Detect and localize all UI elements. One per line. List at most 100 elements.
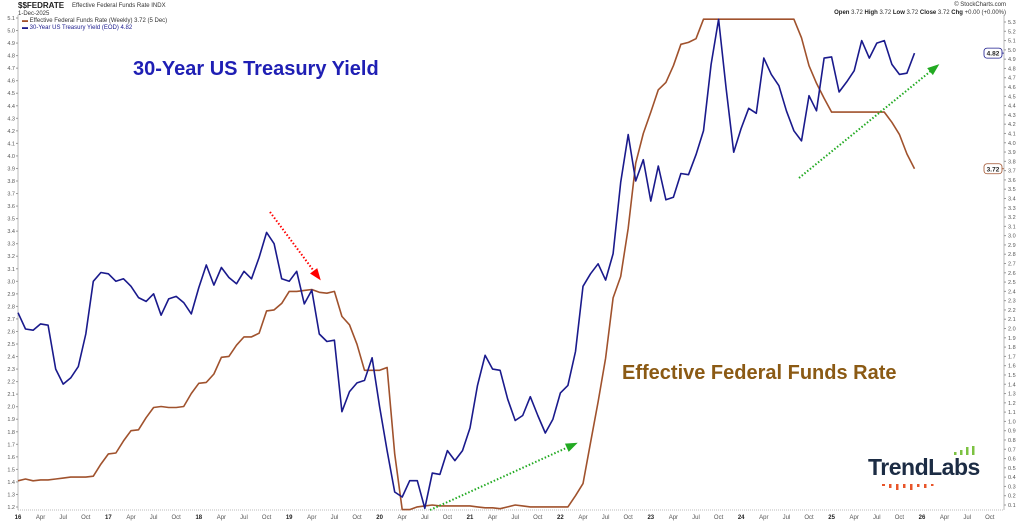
right-tick-label: 1.6	[1008, 364, 1016, 370]
right-tick-label: 0.7	[1008, 447, 1016, 453]
left-tick-label: 4.3	[7, 116, 15, 122]
right-tick-label: 2.3	[1008, 299, 1016, 305]
treasury-annotation: 30-Year US Treasury Yield	[133, 58, 379, 80]
high-value: 3.72	[879, 10, 892, 16]
right-tick-label: 4.7	[1008, 76, 1016, 82]
left-tick-label: 5.1	[7, 16, 15, 22]
x-tick-label: 24	[738, 515, 745, 521]
left-tick-label: 3.0	[7, 279, 15, 285]
right-tick-label: 1.5	[1008, 373, 1016, 379]
legend-tsy-swatch: ▬	[22, 25, 30, 31]
left-tick-label: 2.0	[7, 405, 15, 411]
left-tick-label: 2.5	[7, 342, 15, 348]
right-tick-label: 4.4	[1008, 104, 1016, 110]
ohlc-readout: Open 3.72 High 3.72 Low 3.72 Close 3.72 …	[834, 10, 1006, 16]
open-value: 3.72	[851, 10, 863, 16]
right-tick-label: 2.5	[1008, 280, 1016, 286]
x-tick-label: Jul	[240, 515, 248, 521]
left-tick-label: 3.7	[7, 192, 15, 198]
right-tick-label: 5.3	[1008, 20, 1016, 26]
left-tick-label: 4.9	[7, 41, 15, 47]
left-tick-label: 4.7	[7, 66, 15, 72]
x-tick-label: Jul	[421, 515, 429, 521]
right-tick-label: 2.7	[1008, 262, 1016, 268]
right-tick-label: 1.2	[1008, 401, 1016, 407]
x-tick-label: Oct	[81, 515, 91, 521]
left-tick-label: 5.0	[7, 29, 15, 35]
x-tick-label: Jul	[873, 515, 881, 521]
left-tick-label: 1.8	[7, 430, 15, 436]
left-tick-label: 3.8	[7, 179, 15, 185]
right-tick-label: 1.9	[1008, 336, 1016, 342]
green-up-arrow-2024	[798, 65, 938, 179]
x-tick-label: Oct	[624, 515, 634, 521]
left-tick-label: 1.6	[7, 455, 15, 461]
x-tick-label: Apr	[940, 515, 949, 521]
logo-text: TrendLabs	[868, 454, 980, 480]
green-up-arrow-2024-head	[927, 64, 940, 76]
right-tick-label: 3.3	[1008, 206, 1016, 212]
fed-last-value: 3.72	[987, 166, 1000, 173]
right-tick-label: 4.2	[1008, 122, 1016, 128]
left-tick-label: 2.3	[7, 367, 15, 373]
right-tick-label: 1.1	[1008, 410, 1016, 416]
x-tick-label: Apr	[36, 515, 45, 521]
x-tick-label: Jul	[692, 515, 700, 521]
fed-last-value-box	[983, 163, 1003, 175]
symbol-name: Effective Federal Funds Rate INDX	[72, 3, 166, 9]
fed-funds-line	[17, 18, 916, 511]
x-tick-label: Apr	[850, 515, 859, 521]
chg-label: Chg	[951, 10, 963, 16]
left-tick-label: 1.2	[7, 505, 15, 511]
right-tick-label: 3.7	[1008, 169, 1016, 175]
left-tick-label: 3.5	[7, 217, 15, 223]
x-tick-label: Jul	[511, 515, 519, 521]
red-down-arrow-head	[310, 268, 321, 281]
treasury-line	[17, 18, 916, 510]
right-tick-label: 1.3	[1008, 392, 1016, 398]
right-tick-label: 5.2	[1008, 29, 1016, 35]
x-tick-label: Jul	[331, 515, 339, 521]
right-tick-label: 2.2	[1008, 308, 1016, 314]
trendlabs-logo: TrendLabs	[868, 446, 980, 496]
right-tick-label: 5.1	[1008, 39, 1016, 45]
x-tick-label: Oct	[262, 515, 272, 521]
right-tick-label: 3.8	[1008, 159, 1016, 165]
x-tick-label: Apr	[126, 515, 135, 521]
left-tick-label: 3.9	[7, 166, 15, 172]
legend-fed-label: Effective Federal Funds Rate (Weekly) 3.…	[29, 18, 168, 24]
left-tick-label: 3.3	[7, 242, 15, 248]
left-tick-label: 4.4	[7, 104, 15, 110]
left-tick-label: 1.5	[7, 467, 15, 473]
symbol: $$FEDRATE	[18, 1, 65, 10]
legend-tsy: ▬ 30-Year US Treasury Yield (EOD) 4.82	[22, 25, 132, 31]
x-tick-label: Jul	[963, 515, 971, 521]
right-tick-label: 3.6	[1008, 178, 1016, 184]
x-tick-label: Jul	[602, 515, 610, 521]
right-tick-label: 4.0	[1008, 141, 1016, 147]
left-tick-label: 2.6	[7, 329, 15, 335]
right-tick-label: 4.1	[1008, 131, 1016, 137]
right-tick-label: 3.9	[1008, 150, 1016, 156]
right-tick-label: 4.5	[1008, 94, 1016, 100]
left-tick-label: 2.4	[7, 355, 15, 361]
right-tick-label: 2.6	[1008, 271, 1016, 277]
left-tick-label: 4.0	[7, 154, 15, 160]
right-tick-label: 3.5	[1008, 187, 1016, 193]
x-tick-label: Apr	[578, 515, 587, 521]
x-tick-label: Apr	[669, 515, 678, 521]
right-tick-label: 3.1	[1008, 224, 1016, 230]
right-tick-label: 3.2	[1008, 215, 1016, 221]
right-tick-label: 0.8	[1008, 438, 1016, 444]
left-tick-label: 4.8	[7, 54, 15, 60]
close-value: 3.72	[937, 10, 950, 16]
right-tick-label: 0.3	[1008, 484, 1016, 490]
left-tick-label: 2.8	[7, 304, 15, 310]
right-tick-label: 0.1	[1008, 503, 1016, 509]
x-tick-label: Oct	[352, 515, 362, 521]
left-tick-label: 1.7	[7, 442, 15, 448]
right-tick-label: 0.5	[1008, 466, 1016, 472]
x-tick-label: Oct	[804, 515, 814, 521]
right-tick-label: 4.6	[1008, 85, 1016, 91]
